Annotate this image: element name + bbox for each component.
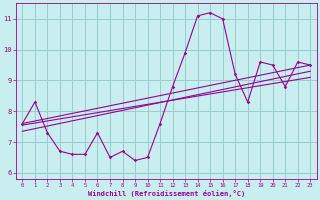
X-axis label: Windchill (Refroidissement éolien,°C): Windchill (Refroidissement éolien,°C) [88,190,245,197]
